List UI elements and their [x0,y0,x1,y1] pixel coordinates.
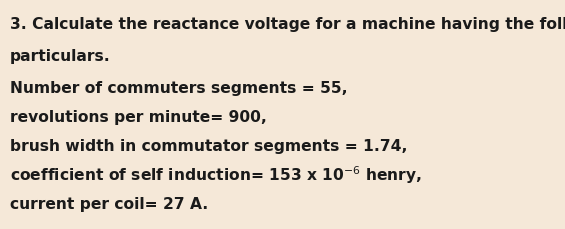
Text: revolutions per minute= 900,: revolutions per minute= 900, [10,110,267,125]
Text: current per coil= 27 A.: current per coil= 27 A. [10,197,208,212]
Text: 3. Calculate the reactance voltage for a machine having the following: 3. Calculate the reactance voltage for a… [10,16,565,32]
Text: Number of commuters segments = 55,: Number of commuters segments = 55, [10,81,348,96]
Text: coefficient of self induction= 153 x 10$^{-6}$ henry,: coefficient of self induction= 153 x 10$… [10,165,422,186]
Text: particulars.: particulars. [10,49,111,64]
Text: brush width in commutator segments = 1.74,: brush width in commutator segments = 1.7… [10,139,408,154]
